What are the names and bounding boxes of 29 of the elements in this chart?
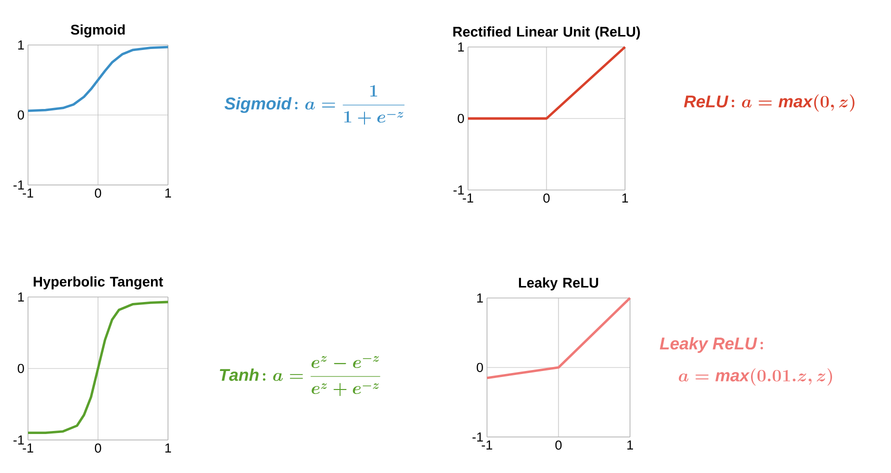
x-tick-label: 0	[543, 194, 550, 203]
chart-title: Hyperbolic Tangent	[34, 276, 164, 290]
x-tick-label: 0	[555, 440, 562, 450]
x-tick-label: 1	[622, 194, 628, 202]
y-tick-label: 1	[458, 42, 464, 52]
chart-title: Sigmoid	[70, 24, 125, 38]
x-tick-label: 0	[94, 188, 102, 198]
text: $a = \mathit{max}(0.01.z,z)$	[678, 368, 832, 386]
y-tick-label: 1	[18, 40, 24, 50]
line-series	[26, 46, 170, 112]
y-tick-label: 1	[477, 294, 483, 302]
text: $\mathit{ReLU}\!: a = \mathit{max}(0,z)$	[684, 94, 854, 112]
x-tick-label: 0	[94, 444, 102, 453]
chart-title: Leaky ReLU	[518, 277, 598, 290]
chart-title: Rectified Linear Unit (ReLU)	[453, 26, 640, 40]
y-tick-label: 0	[458, 114, 464, 124]
text: $\mathit{Leaky\ ReLU}\!:$	[660, 337, 763, 353]
line-series	[26, 300, 170, 434]
y-tick-label: 0	[18, 110, 24, 120]
x-tick-label: 1	[165, 188, 171, 198]
y-tick-label: 1	[18, 292, 24, 302]
x-tick-label: 1	[627, 440, 633, 450]
y-tick-label: 0	[18, 364, 24, 374]
text: $\mathit{Sigmoid}\!: a = \frac{1}{1+e^{-z}}$	[224, 85, 404, 125]
text: $\mathit{Tanh}\!: a = \frac{e^{z}-e^{-z}}{e^{z}+e^{-z}}$	[220, 356, 380, 396]
y-tick-label: 0	[476, 362, 483, 372]
y-tick-label: -1	[472, 432, 483, 442]
x-tick-label: 1	[165, 444, 171, 452]
y-tick-label: -1	[14, 180, 24, 190]
